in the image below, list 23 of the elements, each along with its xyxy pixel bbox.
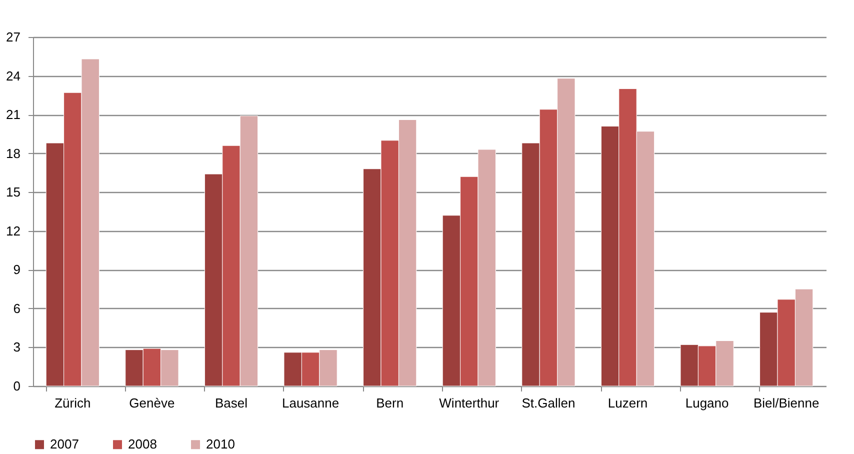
y-tick-label: 27 <box>6 30 20 44</box>
x-tick-label: Basel <box>214 396 248 410</box>
x-tick-label: St.Gallen <box>522 396 576 410</box>
y-tick-label: 15 <box>6 184 20 200</box>
x-tick-label: Winterthur <box>439 396 500 410</box>
x-tick-label: Lugano <box>685 396 729 410</box>
legend-label: 2008 <box>128 436 157 452</box>
y-tick-label: 18 <box>6 146 20 161</box>
y-tick-label: 6 <box>13 300 20 316</box>
legend-label: 2007 <box>50 436 79 452</box>
legend-label: 2010 <box>206 436 235 452</box>
y-tick-label: 9 <box>13 262 20 278</box>
y-tick-label: 12 <box>6 223 20 238</box>
y-tick-label: 3 <box>13 340 20 355</box>
y-tick-label: 0 <box>13 378 20 394</box>
x-tick-label: Bern <box>376 396 404 410</box>
x-tick-label: Biel/Bienne <box>753 396 820 410</box>
y-tick-label: 24 <box>6 68 20 84</box>
x-tick-label: Zürich <box>54 396 91 410</box>
y-tick-label: 21 <box>6 107 20 122</box>
x-tick-label: Luzern <box>608 396 648 410</box>
x-tick-label: Lausanne <box>282 396 340 410</box>
x-tick-label: Genève <box>129 396 175 410</box>
